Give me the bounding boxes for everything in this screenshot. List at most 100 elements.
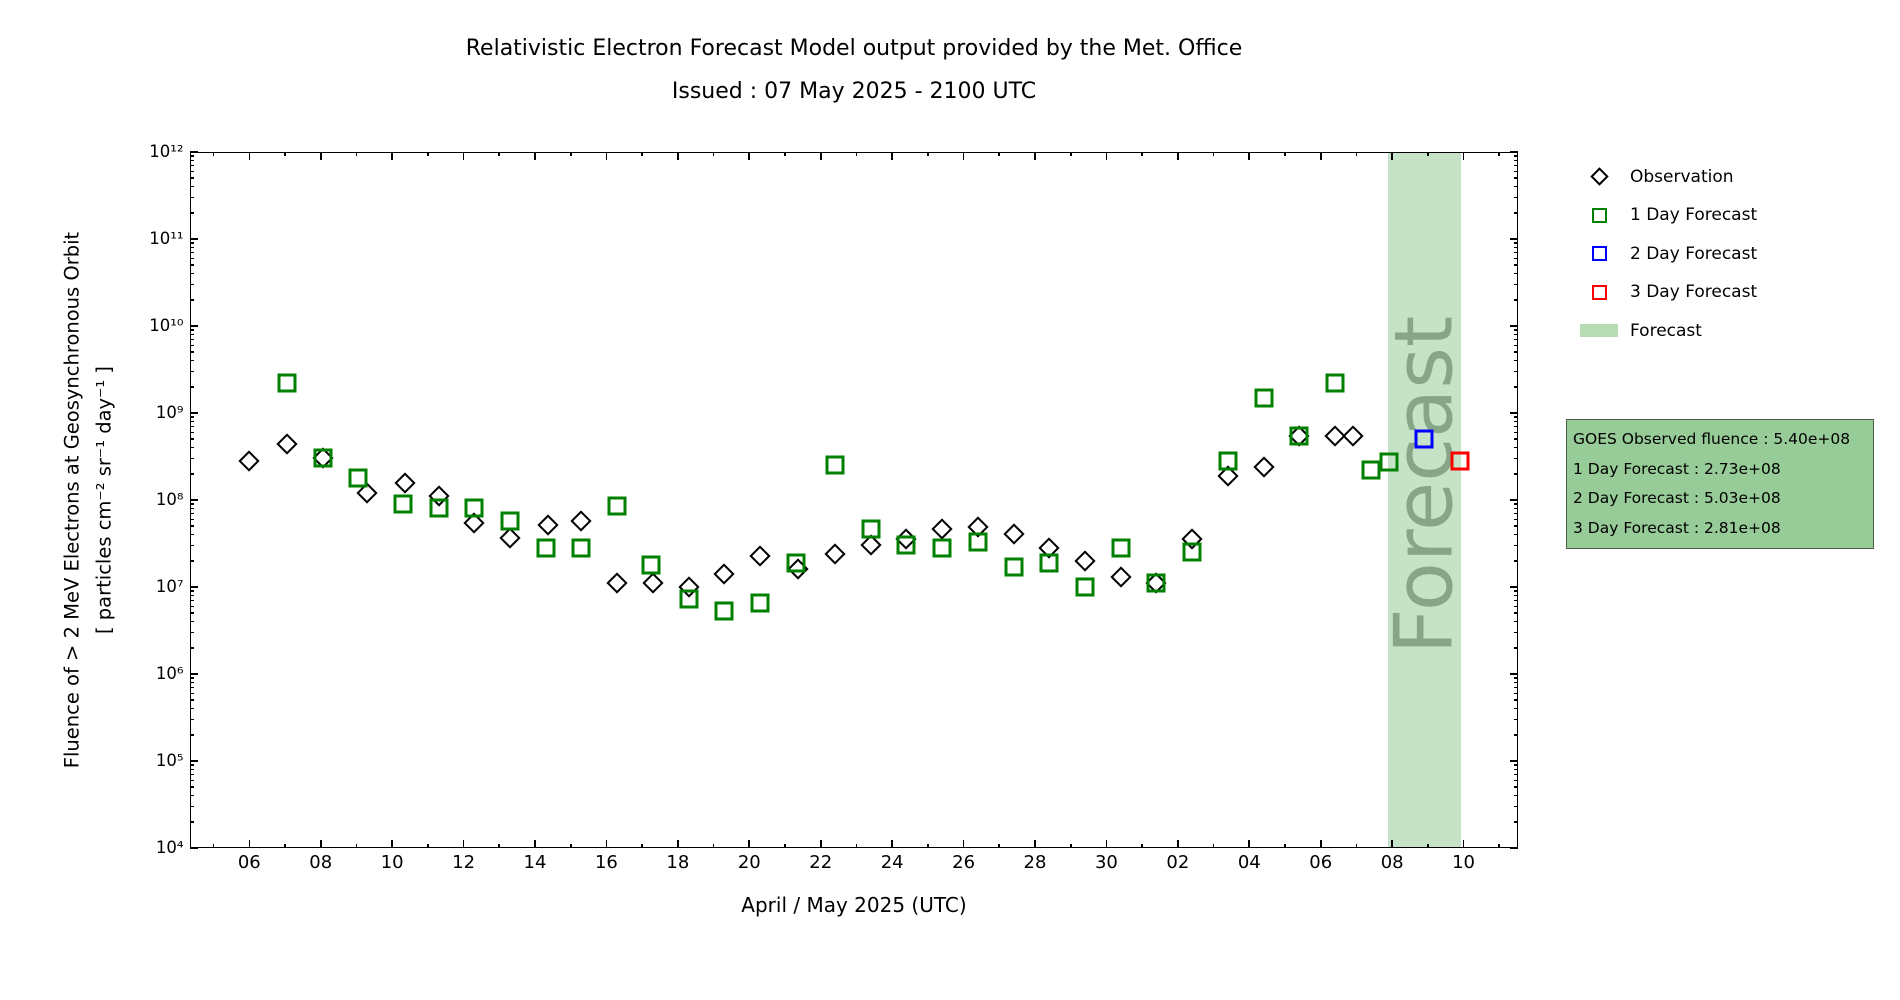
y-tick [189, 257, 194, 260]
y-tick [1513, 768, 1518, 771]
y-tick [1509, 847, 1518, 849]
observation-point [499, 526, 521, 549]
y-tick [1513, 257, 1518, 260]
y-tick [1513, 533, 1518, 536]
observation-point [606, 572, 628, 594]
legend-label: 3 Day Forecast [1630, 282, 1758, 302]
y-tick [1513, 734, 1518, 736]
y-tick [189, 647, 194, 649]
y-tick [1513, 786, 1518, 788]
y-tick [189, 786, 194, 788]
x-tick [1177, 840, 1179, 848]
x-tick [1212, 152, 1215, 156]
y-tick [1513, 707, 1518, 710]
x-tick [677, 152, 679, 160]
y-tick [189, 764, 194, 766]
observation-point [1074, 550, 1096, 572]
one-day-forecast-point [641, 555, 661, 575]
legend-swatch [1580, 284, 1618, 300]
x-tick [819, 840, 822, 848]
y-tick [189, 155, 194, 157]
y-tick [189, 525, 194, 527]
y-tick [1513, 631, 1518, 634]
x-tick-label: 26 [952, 852, 976, 873]
observation-point [570, 509, 593, 532]
info-box-line: 3 Day Forecast : 2.81e+08 [1573, 518, 1781, 537]
y-tick [189, 196, 194, 199]
y-tick [1509, 499, 1518, 501]
one-day-forecast-point [786, 553, 806, 573]
y-tick [189, 821, 194, 823]
x-tick-label: 30 [1094, 852, 1118, 873]
y-tick [1513, 359, 1518, 362]
one-day-forecast-point [1182, 542, 1202, 562]
y-tick [189, 170, 194, 173]
x-tick-label: 16 [594, 852, 618, 873]
y-tick [1513, 344, 1518, 347]
x-tick [712, 152, 715, 156]
y-tick [1513, 779, 1518, 782]
y-axis-label-line1: Fluence of > 2 MeV Electrons at Geosynch… [60, 231, 84, 769]
x-tick [284, 152, 286, 156]
y-tick [1513, 416, 1518, 418]
y-tick [189, 272, 194, 275]
y-tick [189, 333, 194, 336]
y-tick [1513, 605, 1518, 608]
one-day-forecast-point [393, 494, 413, 514]
x-tick [1498, 844, 1501, 848]
x-tick [427, 152, 429, 156]
y-tick [189, 512, 194, 515]
x-tick [677, 840, 679, 848]
one-day-forecast-point [571, 538, 591, 558]
y-tick [189, 612, 194, 614]
x-tick-label: 04 [1237, 852, 1261, 873]
x-tick [1498, 152, 1501, 156]
x-axis-label: April / May 2025 (UTC) [741, 893, 967, 917]
plot-area: Forecast [189, 151, 1518, 849]
y-tick [1509, 586, 1518, 588]
y-tick [189, 438, 194, 440]
legend-label: Observation [1630, 166, 1734, 187]
one-day-forecast-point [1361, 460, 1381, 480]
one-day-forecast-point [932, 538, 952, 558]
y-tick [1513, 420, 1518, 423]
x-tick [284, 844, 286, 848]
x-tick [391, 152, 393, 160]
y-tick [1513, 821, 1518, 823]
x-tick [1177, 152, 1179, 160]
y-tick-label: 10⁹ [155, 403, 184, 422]
x-tick [641, 844, 643, 848]
y-tick-label: 10⁴ [155, 838, 184, 857]
x-tick [1284, 152, 1286, 156]
x-tick [534, 840, 536, 848]
y-tick [189, 370, 194, 373]
x-tick [1462, 152, 1465, 160]
x-tick-label: 08 [1380, 852, 1404, 873]
x-tick [605, 152, 608, 160]
y-tick [189, 338, 194, 341]
y-tick [189, 590, 194, 592]
y-tick [1513, 438, 1518, 440]
one-day-forecast-point [679, 589, 699, 609]
y-tick [189, 768, 194, 771]
one-day-forecast-point [277, 373, 297, 393]
y-tick [189, 677, 194, 679]
y-tick [1513, 692, 1518, 695]
x-tick-label: 10 [1452, 852, 1476, 873]
y-tick [1513, 612, 1518, 614]
observation-point [238, 450, 260, 472]
observation-point [536, 514, 559, 536]
x-tick-label: 12 [452, 852, 476, 873]
y-tick [189, 507, 194, 510]
y-tick [1509, 760, 1518, 762]
y-axis-label-line2: [ particles cm⁻² sr⁻¹ day⁻¹ ] [92, 365, 116, 635]
y-tick [1513, 299, 1518, 301]
two-day-forecast-point [1414, 429, 1434, 449]
y-tick [1513, 370, 1518, 373]
plot-frame [189, 152, 1518, 848]
y-tick [1513, 560, 1518, 562]
x-tick [855, 844, 858, 848]
y-tick [1513, 196, 1518, 199]
x-tick [212, 152, 215, 156]
